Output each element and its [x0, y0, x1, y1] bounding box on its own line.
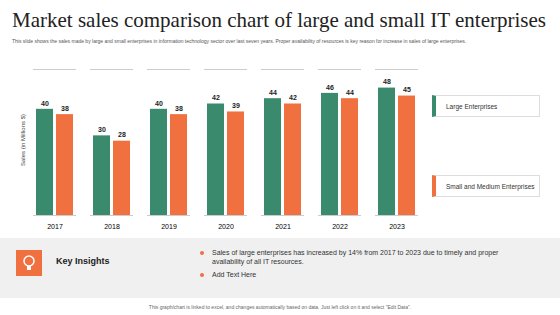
- svg-text:44: 44: [346, 89, 354, 96]
- html-text:Sales (in Millions $): Sales (in Millions $): [20, 114, 26, 166]
- svg-text:42: 42: [289, 94, 297, 101]
- svg-text:2017: 2017: [47, 223, 63, 230]
- svg-text:2022: 2022: [332, 223, 348, 230]
- html-text:This graph/chart is linked to: This graph/chart is linked to excel, and…: [148, 304, 412, 310]
- html-text:Add Text Here: Add Text Here: [212, 270, 257, 278]
- svg-text:2023: 2023: [389, 223, 405, 230]
- svg-text:38: 38: [175, 105, 183, 112]
- svg-text:2020: 2020: [218, 223, 234, 230]
- svg-text:40: 40: [155, 100, 163, 107]
- svg-text:2019: 2019: [161, 223, 177, 230]
- svg-text:30: 30: [98, 126, 106, 133]
- svg-text:2021: 2021: [275, 223, 291, 230]
- html-text:This slide shows the sales mad: This slide shows the sales made by large…: [12, 38, 467, 44]
- svg-text:42: 42: [212, 94, 220, 101]
- svg-text:28: 28: [118, 131, 126, 138]
- svg-text:44: 44: [269, 89, 277, 96]
- svg-text:40: 40: [41, 100, 49, 107]
- html-text:Small and Medium Enterprises: Small and Medium Enterprises: [446, 182, 535, 190]
- svg-text:46: 46: [326, 84, 334, 91]
- svg-text:45: 45: [403, 86, 411, 93]
- svg-text:2018: 2018: [104, 223, 120, 230]
- html-text:Key Insights: Key Insights: [56, 256, 110, 266]
- svg-text:39: 39: [232, 102, 240, 109]
- svg-text:48: 48: [383, 78, 391, 85]
- html-text:Market sales comparison chart: Market sales comparison chart of large a…: [12, 8, 546, 32]
- html-text:Large Enterprises: Large Enterprises: [446, 102, 498, 110]
- html-text:Sales of large enterprises has: Sales of large enterprises has increased…: [212, 249, 499, 266]
- svg-text:38: 38: [61, 105, 69, 112]
